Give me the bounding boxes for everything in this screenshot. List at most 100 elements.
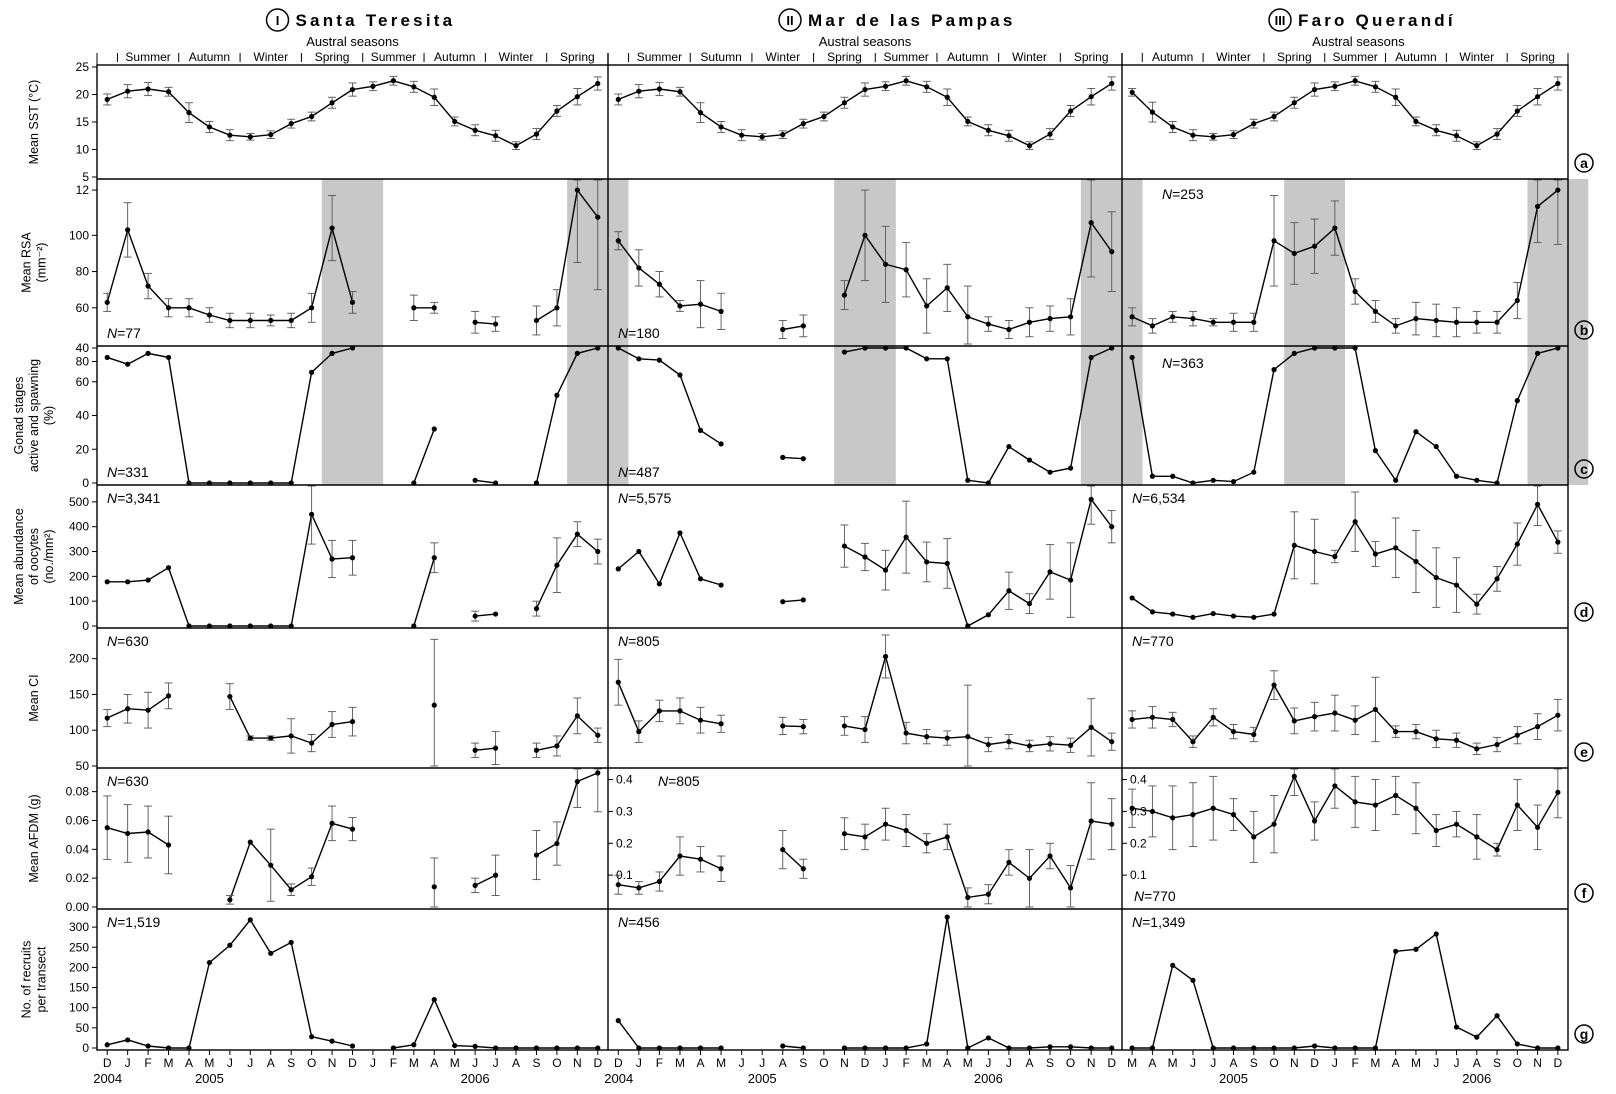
ci-series-line [475, 747, 496, 751]
season-label: Spring [1074, 50, 1109, 64]
afdm-data-point [1311, 818, 1318, 824]
afdm-right-tick-label: 0.2 [616, 836, 633, 850]
gonad-data-point [1006, 443, 1012, 450]
season-label: Winter [1459, 50, 1494, 64]
gonad-data-point [924, 356, 930, 362]
recruits-series-line [393, 997, 598, 1049]
ci-data-point [1453, 737, 1460, 743]
panel-letter: g [1580, 1026, 1589, 1042]
sst-data-point [1230, 132, 1237, 138]
rsa-series-line [536, 188, 599, 322]
y-tick-label: 200 [69, 652, 89, 666]
ci-data-point [1068, 742, 1074, 748]
afdm-data-point [574, 778, 580, 785]
afdm-data-point [492, 872, 499, 878]
row-label: Mean AFDM (g) [27, 794, 41, 882]
x-tick-label: J [985, 1056, 991, 1070]
rsa-data-point [1352, 288, 1358, 295]
oocytes-data-point [1149, 609, 1156, 615]
oocytes-data-point [1474, 601, 1480, 607]
x-tick-label: F [902, 1056, 909, 1070]
y-tick-label: 0.06 [66, 813, 90, 827]
oocytes-data-point [1190, 614, 1196, 620]
panel-numeral: III [1275, 13, 1286, 28]
afdm-data-point [1271, 821, 1277, 827]
gonad-data-point [165, 354, 172, 361]
oocytes-data-point [862, 554, 868, 560]
afdm-data-point [554, 840, 560, 847]
gonad-data-point [1251, 469, 1257, 475]
recruits-data-point [125, 1037, 131, 1043]
panel-letter-circle [1574, 153, 1594, 173]
panel-numeral: I [276, 13, 280, 28]
afdm-data-point [677, 853, 683, 859]
rsa-data-point [1372, 308, 1379, 314]
sst-data-point [1006, 133, 1012, 139]
sst-data-point [390, 78, 396, 84]
rsa-data-point [411, 305, 417, 311]
oocytes-data-point [615, 566, 621, 572]
y-tick-label: 12 [76, 183, 90, 197]
rsa-data-point [1026, 319, 1033, 325]
rsa-data-point [677, 303, 683, 309]
sst-data-point [1251, 121, 1257, 127]
ci-data-point [1291, 718, 1297, 724]
sst-data-point [145, 86, 151, 92]
sst-data-point [800, 121, 806, 127]
sample-size-label: N=770 [1132, 633, 1174, 649]
ci-data-point [780, 723, 786, 729]
sst-data-point [411, 84, 417, 90]
sst-data-point [349, 86, 356, 93]
gonad-data-point [1332, 345, 1338, 351]
afdm-series-line [844, 820, 1112, 899]
afdm-data-point [329, 820, 335, 826]
oocytes-data-point [472, 613, 478, 619]
gonad-series-line [106, 347, 353, 484]
oocytes-series-line [782, 599, 804, 603]
x-tick-label: J [1210, 1056, 1216, 1070]
rsa-data-point [472, 319, 478, 325]
panel-numeral-circle [778, 8, 802, 32]
sst-data-point [1474, 143, 1480, 149]
season-label: Winter [1012, 50, 1047, 64]
y-tick-label: 150 [69, 687, 89, 701]
gonad-data-point [574, 350, 580, 356]
sample-size-label: N=630 [107, 633, 149, 649]
afdm-right-tick-label: 0.4 [1130, 773, 1147, 787]
rsa-data-point [533, 317, 540, 324]
ci-data-point [1088, 724, 1094, 730]
x-tick-label: D [1107, 1056, 1116, 1070]
afdm-data-point [288, 887, 294, 893]
x-tick-label: M [675, 1056, 685, 1070]
recruits-data-point [1190, 977, 1196, 983]
gonad-data-point [472, 477, 478, 483]
afdm-series-line [107, 827, 169, 846]
y-tick-label: 400 [69, 520, 89, 534]
x-tick-label: J [1332, 1056, 1338, 1070]
rsa-data-point [615, 238, 621, 244]
season-label: Spring [560, 50, 595, 64]
gonad-data-point [882, 345, 889, 351]
rsa-data-point [1332, 225, 1338, 231]
oocytes-data-point [1332, 553, 1338, 560]
sample-size-label: N=5,575 [618, 490, 672, 506]
sst-data-point [965, 118, 971, 125]
season-label: Summer [637, 50, 682, 64]
gonad-data-point [1393, 477, 1399, 483]
afdm-series-line [618, 855, 722, 889]
afdm-data-point [1088, 818, 1094, 824]
gonad-data-point [965, 477, 971, 483]
y-tick-label: 250 [69, 940, 89, 954]
rsa-data-point [1494, 319, 1500, 325]
season-label: Summer [1332, 50, 1377, 64]
recruits-series-line [782, 1045, 804, 1049]
year-label: 2005 [1219, 1071, 1248, 1086]
ci-data-point [862, 726, 868, 733]
sample-size-label: N=253 [1162, 186, 1204, 202]
ci-series-line [782, 725, 804, 728]
ci-data-point [841, 723, 848, 729]
oocytes-series-line [413, 557, 435, 627]
x-tick-label: A [943, 1056, 951, 1070]
oocytes-data-point [533, 606, 540, 612]
panel-letter: c [1580, 461, 1588, 477]
